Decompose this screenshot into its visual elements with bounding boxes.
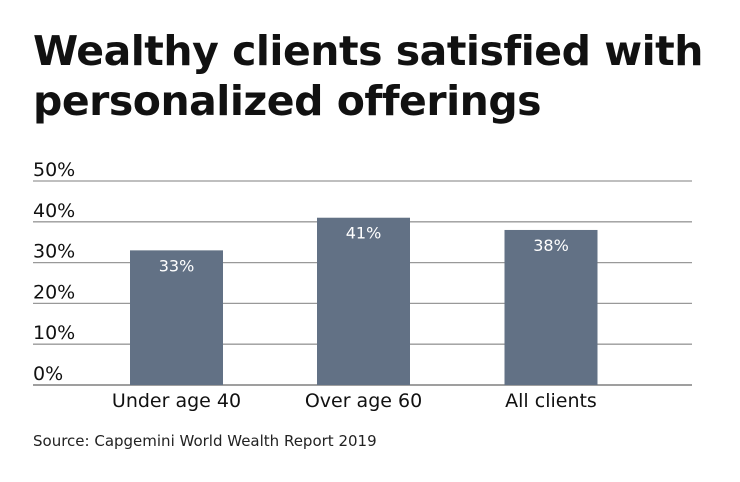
y-tick-label: 0% (33, 363, 63, 385)
x-category-label: All clients (505, 390, 597, 412)
bar-value-label: 41% (346, 224, 382, 243)
bar (504, 229, 598, 385)
bar-value-label: 33% (159, 256, 195, 275)
y-tick-label: 50% (33, 159, 75, 181)
source-note: Source: Capgemini World Wealth Report 20… (33, 432, 377, 450)
x-category-label: Over age 60 (305, 390, 422, 412)
bar-value-label: 38% (533, 236, 569, 255)
y-tick-label: 20% (33, 281, 75, 303)
chart-title: Wealthy clients satisfied with personali… (33, 27, 703, 125)
y-tick-label: 40% (33, 200, 75, 222)
y-tick-label: 30% (33, 241, 75, 263)
bar (130, 250, 223, 385)
x-category-label: Under age 40 (112, 390, 241, 412)
y-tick-label: 10% (33, 322, 75, 344)
bar (317, 217, 410, 385)
